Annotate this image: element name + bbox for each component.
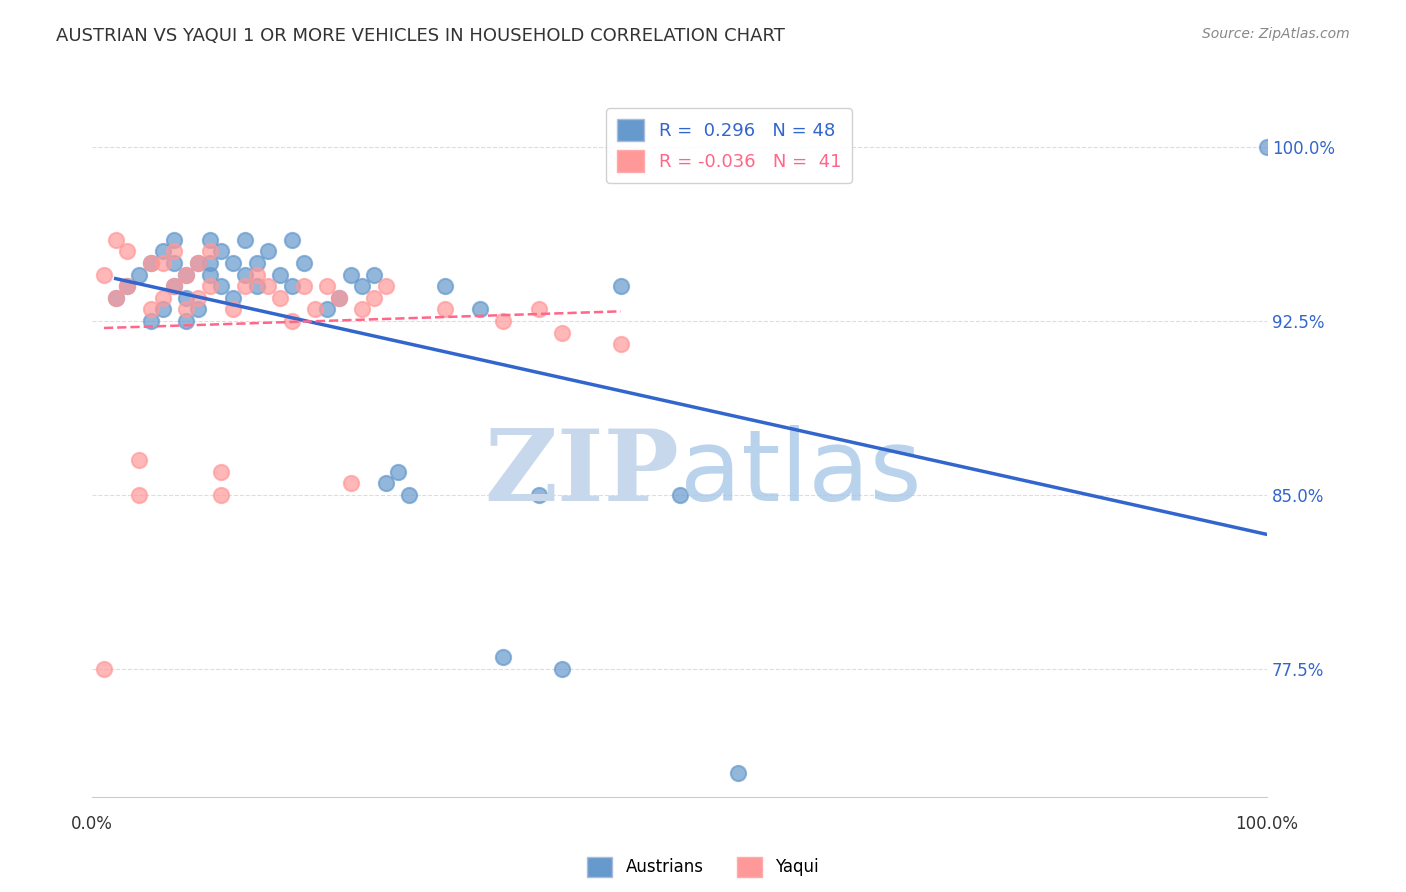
Point (433, 302, 456, 317)
Point (233, 279, 256, 293)
Point (174, 314, 197, 328)
Point (610, 279, 633, 293)
Point (152, 256, 174, 270)
Point (139, 256, 162, 270)
Point (398, 488, 420, 502)
Point (222, 256, 245, 270)
Point (209, 244, 232, 259)
Point (104, 291, 127, 305)
Text: ZIP: ZIP (485, 425, 679, 522)
Point (117, 279, 139, 293)
Point (139, 256, 162, 270)
Point (292, 279, 315, 293)
Point (339, 476, 361, 491)
Point (198, 256, 221, 270)
Point (187, 291, 209, 305)
Point (93, 268, 115, 282)
Point (152, 291, 174, 305)
Point (363, 291, 385, 305)
Point (246, 256, 269, 270)
Text: Source: ZipAtlas.com: Source: ZipAtlas.com (1202, 27, 1350, 41)
Point (187, 302, 209, 317)
Point (174, 268, 197, 282)
Point (269, 268, 291, 282)
Point (152, 244, 174, 259)
Point (233, 268, 256, 282)
Point (163, 244, 186, 259)
Point (117, 244, 139, 259)
Point (222, 291, 245, 305)
Point (117, 279, 139, 293)
Point (551, 662, 574, 676)
Point (152, 302, 174, 317)
Point (281, 314, 304, 328)
Point (433, 279, 456, 293)
Point (209, 279, 232, 293)
Point (233, 233, 256, 247)
Point (339, 268, 361, 282)
Point (198, 244, 221, 259)
Point (527, 302, 550, 317)
Point (257, 279, 280, 293)
Point (198, 233, 221, 247)
Point (1256, 140, 1278, 154)
Point (209, 465, 232, 479)
Point (551, 326, 574, 340)
Point (316, 279, 339, 293)
Point (374, 279, 396, 293)
Point (139, 314, 162, 328)
Text: 100.0%: 100.0% (1236, 815, 1298, 833)
Point (316, 302, 339, 317)
Text: atlas: atlas (679, 425, 921, 522)
Point (209, 488, 232, 502)
Point (352, 302, 374, 317)
Point (104, 291, 127, 305)
Text: 0.0%: 0.0% (72, 815, 112, 833)
Point (269, 291, 291, 305)
Text: AUSTRIAN VS YAQUI 1 OR MORE VEHICLES IN HOUSEHOLD CORRELATION CHART: AUSTRIAN VS YAQUI 1 OR MORE VEHICLES IN … (56, 27, 785, 45)
Point (163, 279, 186, 293)
Point (363, 268, 385, 282)
Point (727, 766, 749, 780)
Point (174, 291, 197, 305)
Point (281, 279, 304, 293)
Point (163, 233, 186, 247)
Point (163, 279, 186, 293)
Point (222, 302, 245, 317)
Point (163, 256, 186, 270)
Point (174, 268, 197, 282)
Point (610, 337, 633, 351)
Point (492, 314, 515, 328)
Point (328, 291, 350, 305)
Point (257, 244, 280, 259)
Point (492, 650, 515, 665)
Point (174, 302, 197, 317)
Point (198, 279, 221, 293)
Point (668, 488, 690, 502)
Point (128, 488, 150, 502)
Legend: Austrians, Yaqui: Austrians, Yaqui (581, 850, 825, 884)
Point (328, 291, 350, 305)
Point (468, 302, 491, 317)
Point (527, 488, 550, 502)
Point (387, 465, 409, 479)
Point (374, 476, 396, 491)
Legend: R =  0.296   N = 48, R = -0.036   N =  41: R = 0.296 N = 48, R = -0.036 N = 41 (606, 108, 852, 183)
Point (128, 453, 150, 467)
Point (128, 268, 150, 282)
Point (139, 302, 162, 317)
Point (281, 233, 304, 247)
Point (93, 662, 115, 676)
Point (187, 256, 209, 270)
Point (104, 233, 127, 247)
Point (304, 302, 326, 317)
Point (292, 256, 315, 270)
Point (198, 268, 221, 282)
Point (187, 256, 209, 270)
Point (246, 279, 269, 293)
Point (246, 268, 269, 282)
Point (352, 279, 374, 293)
